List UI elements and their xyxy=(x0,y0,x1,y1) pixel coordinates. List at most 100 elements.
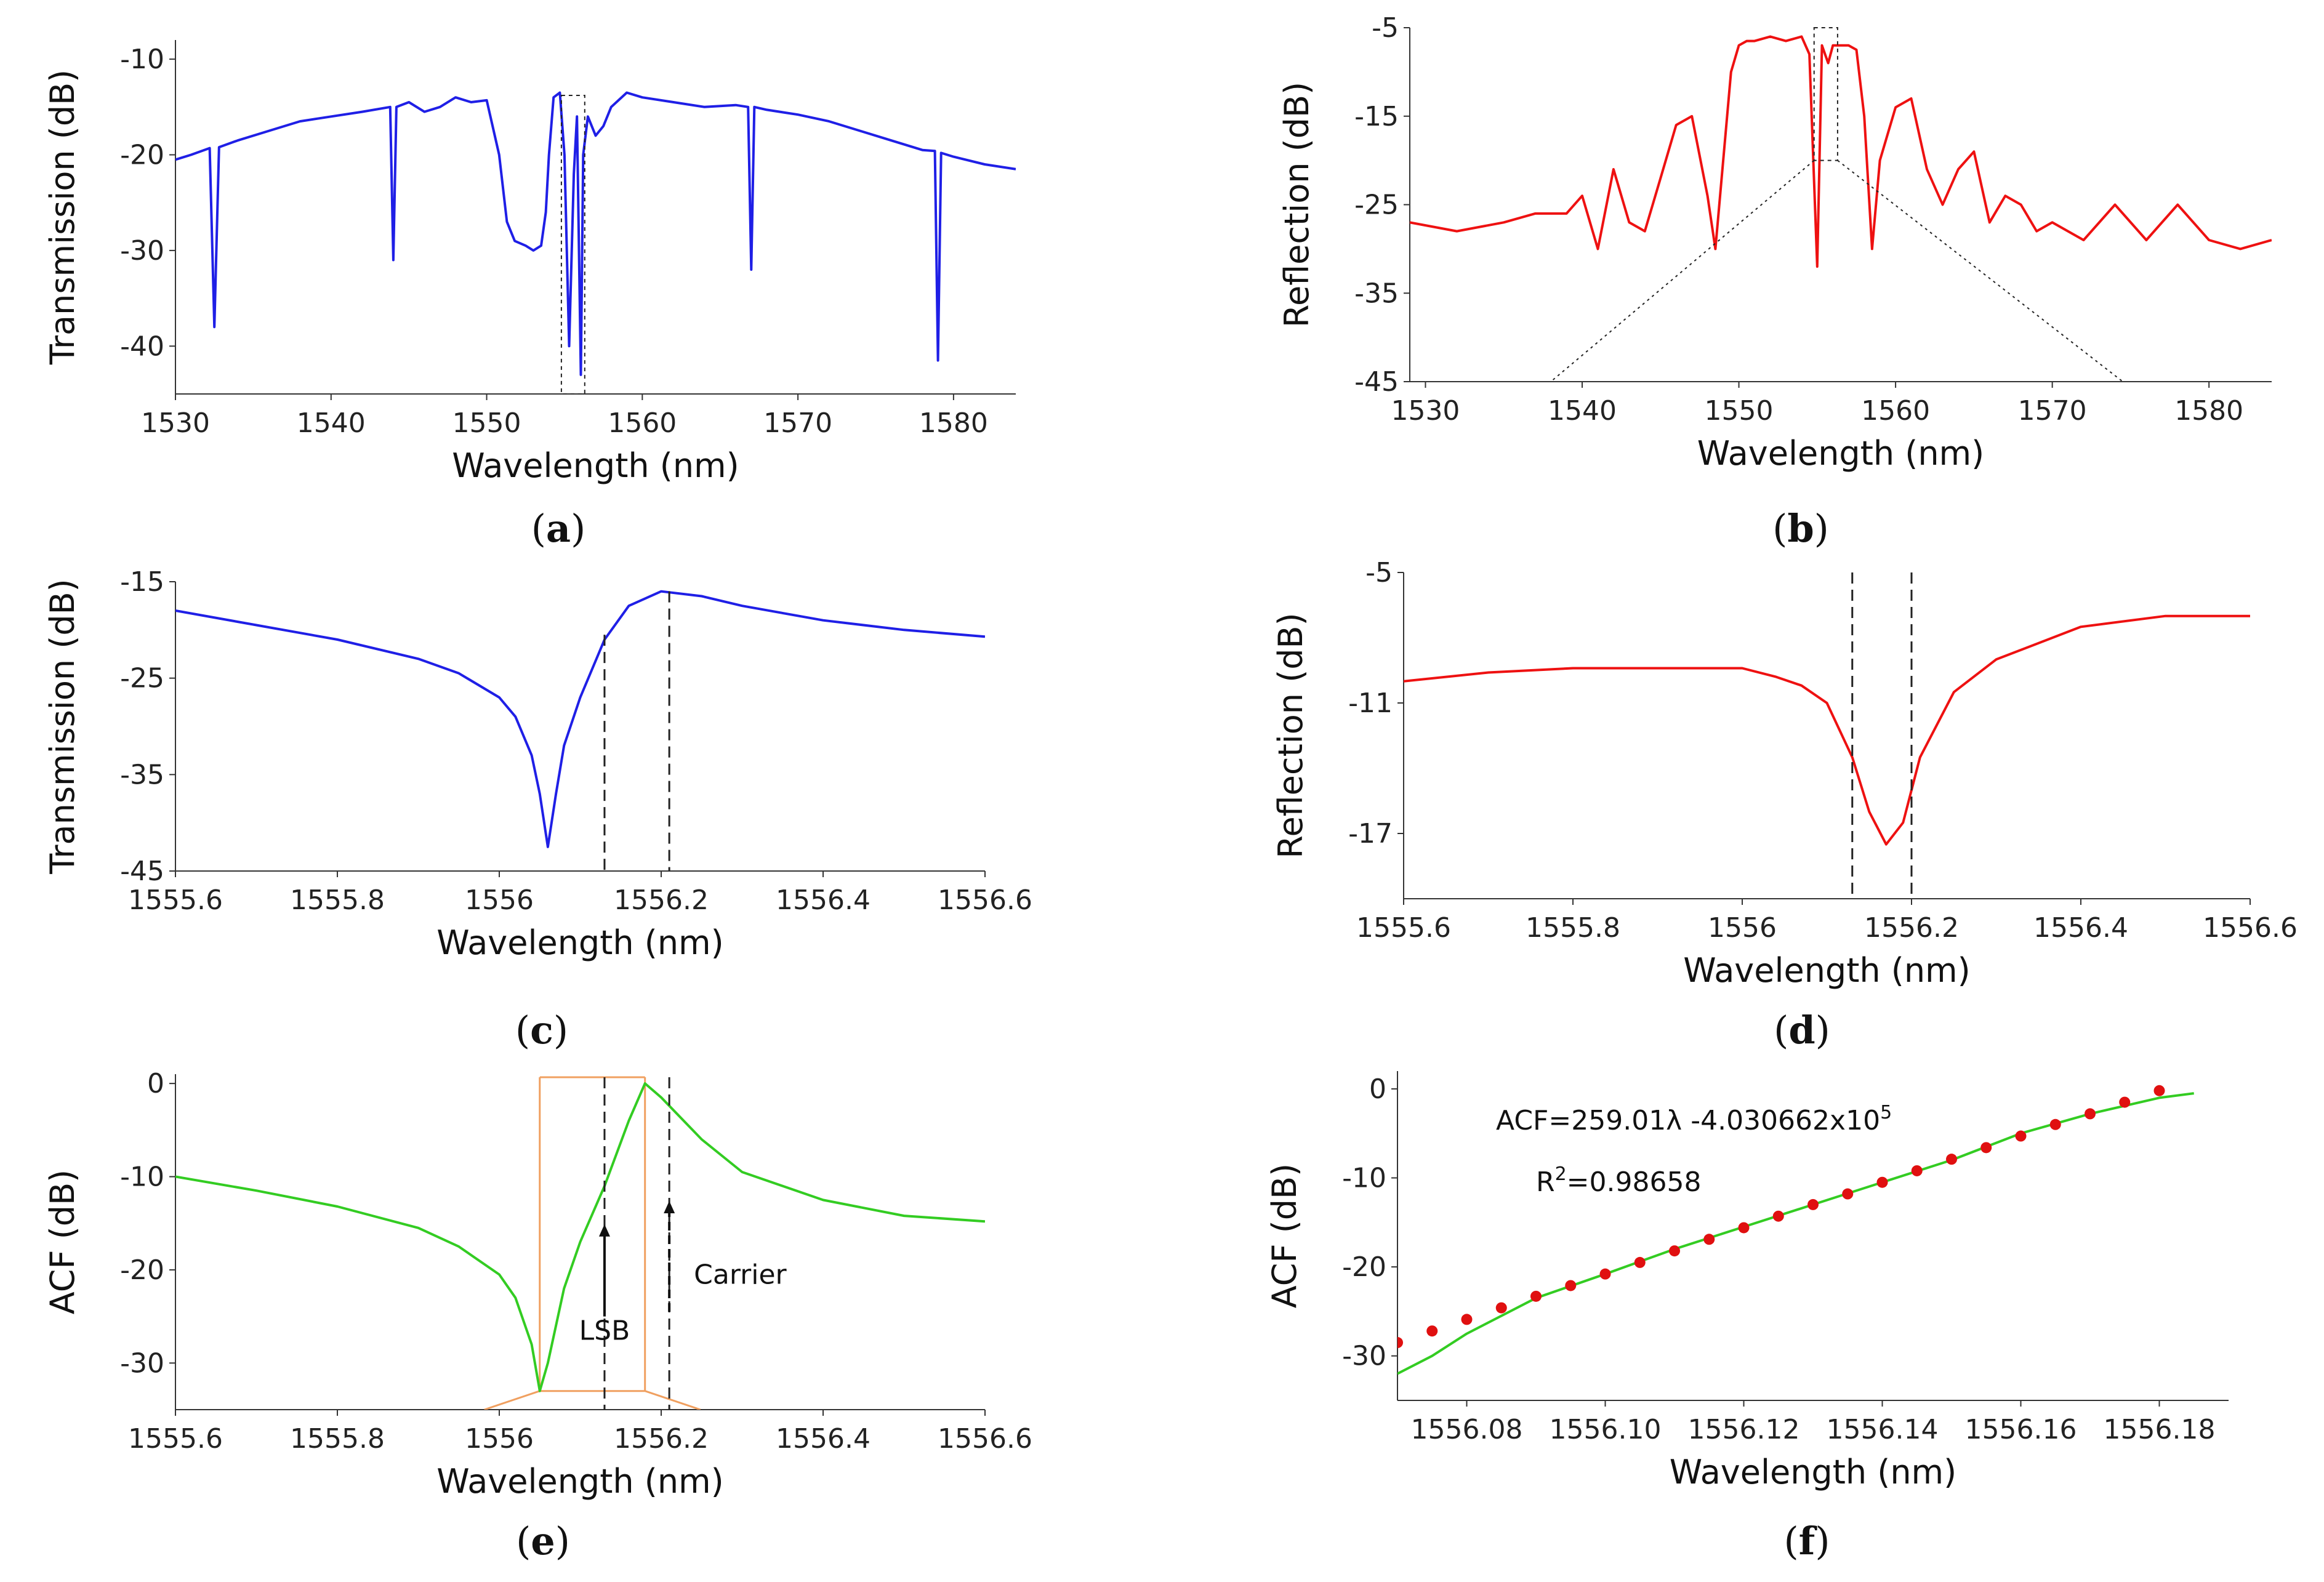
x-tick-label: 1560 xyxy=(608,408,677,439)
y-tick-label: 0 xyxy=(1369,1074,1386,1105)
y-tick-label: -10 xyxy=(120,1162,164,1193)
x-axis-label: Wavelength (nm) xyxy=(452,446,739,485)
y-tick-label: -15 xyxy=(1354,101,1399,132)
y-tick-label: -35 xyxy=(1354,278,1399,309)
fit-point xyxy=(2015,1130,2027,1142)
fit-point xyxy=(2085,1108,2096,1120)
x-axis-label: Wavelength (nm) xyxy=(1670,1453,1956,1492)
y-tick-label: -5 xyxy=(1372,12,1399,44)
x-tick-label: 1556.12 xyxy=(1688,1414,1800,1445)
fit-point xyxy=(1946,1154,1957,1165)
x-tick-label: 1560 xyxy=(1861,395,1930,427)
x-tick-label: 1580 xyxy=(919,408,988,439)
chart-panel-d: 1555.6 1555.8 1556 1556.2 1556.4 1556.6 -5 -11 -… xyxy=(1271,557,2298,1053)
x-tick-label: 1540 xyxy=(297,408,366,439)
x-tick-label: 1556 xyxy=(465,1423,534,1455)
x-tick-label: 1555.8 xyxy=(1526,912,1620,944)
fit-point xyxy=(1634,1256,1646,1268)
projection-line xyxy=(1550,159,1815,382)
fit-point xyxy=(1565,1280,1577,1291)
x-tick-label: 1556.2 xyxy=(614,885,709,916)
panel-caption: (e) xyxy=(516,1519,570,1564)
x-tick-label: 1556.4 xyxy=(776,885,870,916)
lsb-label: LSB xyxy=(579,1315,630,1346)
x-tick-label: 1556.16 xyxy=(1965,1414,2077,1445)
y-tick-label: -30 xyxy=(120,235,164,267)
y-tick-label: -25 xyxy=(1354,190,1399,221)
x-tick-label: 1555.6 xyxy=(128,1423,223,1455)
panel-caption: (b) xyxy=(1772,506,1829,551)
fit-point xyxy=(1911,1165,1923,1176)
panel-caption: (c) xyxy=(515,1008,568,1053)
y-tick-label: -11 xyxy=(1348,688,1393,719)
fit-point xyxy=(1842,1188,1854,1200)
fit-point xyxy=(1461,1314,1473,1325)
fit-point xyxy=(1426,1325,1438,1337)
x-tick-label: 1570 xyxy=(763,408,832,439)
plot-area xyxy=(175,1076,985,1410)
y-axis-label: Reflection (dB) xyxy=(1271,612,1310,858)
y-tick-label: -35 xyxy=(120,759,164,790)
y-axis-label: Transmission (dB) xyxy=(43,70,82,365)
x-axis-label: Wavelength (nm) xyxy=(1697,434,1984,473)
chart-panel-b: 1530 1540 1550 1560 1570 1580 -5 -15 -25 -35 -45 Wa… xyxy=(1277,12,2272,551)
y-tick-label: -10 xyxy=(1342,1163,1386,1194)
x-tick-label: 1540 xyxy=(1548,395,1617,427)
y-tick-label: -5 xyxy=(1365,557,1393,588)
lsb-arrow-head xyxy=(598,1224,610,1237)
fit-point xyxy=(1599,1268,1611,1280)
x-tick-label: 1556.4 xyxy=(776,1423,870,1455)
fit-point xyxy=(1669,1245,1680,1257)
zoom-box xyxy=(1813,27,1838,161)
zoom-box xyxy=(560,95,585,394)
series-line-acf xyxy=(175,1082,985,1392)
carrier-arrow-head xyxy=(664,1200,675,1213)
fit-point xyxy=(1980,1142,1992,1154)
fit-point xyxy=(1530,1290,1542,1302)
x-axis-label: Wavelength (nm) xyxy=(436,1462,723,1501)
y-tick-label: -45 xyxy=(120,856,164,887)
plot-area xyxy=(1404,572,2250,899)
panel-caption: (f) xyxy=(1783,1519,1830,1564)
fit-point xyxy=(1703,1234,1715,1245)
x-tick-label: 1570 xyxy=(2018,395,2087,427)
plot-area xyxy=(1410,27,2272,382)
filter-window xyxy=(484,1076,701,1410)
chart-panel-c: 1555.6 1555.8 1556 1556.2 1556.4 1556.6 -15 -25… xyxy=(43,566,1032,1053)
plot-area xyxy=(175,590,985,871)
x-tick-label: 1555.8 xyxy=(290,1423,385,1455)
x-tick-label: 1550 xyxy=(1705,395,1774,427)
projection-line xyxy=(1837,159,2123,382)
y-tick-label: -20 xyxy=(120,139,164,171)
x-tick-label: 1555.6 xyxy=(1356,912,1451,944)
fit-point xyxy=(2119,1096,2131,1108)
x-axis-label: Wavelength (nm) xyxy=(436,923,723,962)
chart-panel-f: 1556.08 1556.10 1556.12 1556.14 1556.16 1556.… xyxy=(1265,1071,2229,1564)
y-axis-label: ACF (dB) xyxy=(1265,1163,1304,1308)
fit-point xyxy=(1397,1337,1403,1349)
x-tick-label: 1556 xyxy=(465,885,534,916)
x-tick-label: 1556.6 xyxy=(938,1423,1032,1455)
y-tick-label: -45 xyxy=(1354,366,1399,398)
x-tick-label: 1530 xyxy=(141,408,210,439)
plot-area xyxy=(1397,1085,2194,1375)
fit-point xyxy=(1495,1302,1507,1314)
y-tick-label: -25 xyxy=(120,663,164,694)
x-tick-label: 1550 xyxy=(452,408,521,439)
y-tick-label: -30 xyxy=(1342,1341,1386,1372)
x-tick-label: 1556.18 xyxy=(2104,1414,2216,1445)
y-axis-label: Transmission (dB) xyxy=(43,579,82,874)
fit-point xyxy=(2049,1118,2061,1130)
x-tick-label: 1580 xyxy=(2174,395,2243,427)
y-tick-label: -20 xyxy=(120,1255,164,1286)
fit-point xyxy=(1876,1176,1888,1188)
x-tick-label: 1556.14 xyxy=(1827,1414,1939,1445)
fit-equation: ACF=259.01λ -4.030662x105 xyxy=(1496,1102,1892,1136)
panel-caption: (d) xyxy=(1774,1008,1830,1053)
y-tick-label: -15 xyxy=(120,566,164,598)
chart-panel-a: 1530 1540 1550 1560 1570 1580 -10 -20 -30 -40 Wave… xyxy=(43,40,1016,551)
y-axis-label: ACF (dB) xyxy=(43,1170,82,1314)
x-tick-label: 1556 xyxy=(1708,912,1777,944)
y-tick-label: -40 xyxy=(120,331,164,362)
